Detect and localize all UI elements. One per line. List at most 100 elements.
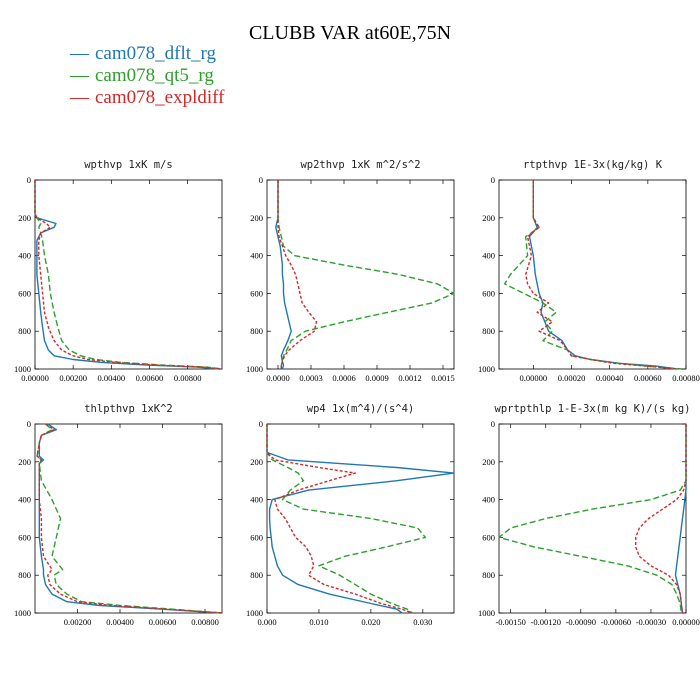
x-tick-label: 0.00400 [106, 617, 134, 627]
y-tick-label: 800 [18, 570, 31, 580]
x-tick-label: 0.010 [309, 617, 328, 627]
legend-entry-qt5: — cam078_qt5_rg [70, 65, 214, 87]
panel-4: thlpthvp 1xK^2 0 200 400 600 800 1000 0.00200 0.… [14, 403, 223, 627]
legend-label: cam078_dflt_rg [95, 43, 217, 64]
series-line-2 [277, 180, 455, 369]
x-tick-label: 0.0009 [365, 373, 388, 383]
x-tick-label: 0.0012 [398, 373, 421, 383]
y-tick-label: 400 [482, 495, 495, 505]
y-tick-label: 400 [18, 251, 31, 261]
y-tick-label: 1000 [246, 608, 263, 618]
plot-frame [34, 179, 223, 370]
series-line-1 [275, 180, 292, 370]
y-tick-label: 1000 [14, 608, 31, 618]
legend-line-icon: — [70, 43, 89, 64]
x-tick-label: 0.00800 [191, 617, 219, 627]
x-tick-label: 0.00020 [558, 373, 586, 383]
y-tick-label: 200 [18, 457, 31, 467]
y-tick-label: 200 [18, 213, 31, 223]
y-tick-label: 800 [250, 570, 263, 580]
plot-frame [498, 423, 687, 614]
series-line-3 [36, 423, 223, 614]
y-tick-label: 800 [250, 326, 263, 336]
x-tick-label: 0.00400 [98, 373, 126, 383]
y-tick-label: 600 [250, 288, 263, 298]
legend-entry-expldiff: — cam078_expldiff [70, 87, 224, 109]
x-tick-label: -0.00150 [495, 617, 525, 627]
y-tick-label: 1000 [478, 608, 495, 618]
y-tick-label: 600 [18, 288, 31, 298]
y-tick-label: 800 [18, 326, 31, 336]
y-tick-label: 600 [482, 288, 495, 298]
y-tick-label: 400 [250, 495, 263, 505]
panel-title: rtpthvp 1E-3x(kg/kg) K [523, 159, 663, 171]
y-tick-label: 1000 [14, 364, 31, 374]
panel-title: wpthvp 1xK m/s [84, 159, 173, 171]
y-tick-label: 200 [250, 213, 263, 223]
x-tick-label: 0.020 [361, 617, 380, 627]
series-line-3 [266, 424, 413, 614]
y-tick-label: 1000 [478, 364, 495, 374]
y-tick-label: 400 [18, 495, 31, 505]
legend-label: cam078_qt5_rg [95, 65, 214, 86]
legend-label: cam078_expldiff [95, 87, 225, 108]
x-tick-label: 0.00800 [174, 373, 202, 383]
series-line-2 [36, 423, 223, 614]
x-tick-label: 0.00060 [634, 373, 662, 383]
panel-title: thlpthvp 1xK^2 [84, 403, 173, 415]
y-tick-label: 800 [482, 570, 495, 580]
legend-line-icon: — [70, 65, 89, 86]
y-tick-label: 0 [259, 175, 263, 185]
plot-frame [498, 179, 687, 370]
x-tick-label: -0.00060 [601, 617, 631, 627]
y-tick-label: 600 [250, 532, 263, 542]
x-tick-label: 0.00000 [672, 617, 700, 627]
x-tick-label: 0.0000 [266, 373, 289, 383]
x-tick-label: 0.0003 [299, 373, 322, 383]
legend-line-icon: — [70, 87, 89, 108]
series-line-1 [266, 424, 455, 614]
series-line-2 [504, 180, 683, 370]
series-line-3 [34, 180, 223, 370]
y-tick-label: 0 [491, 419, 495, 429]
series-line-2 [266, 424, 427, 614]
legend-entry-dflt: — cam078_dflt_rg [70, 43, 216, 65]
x-tick-label: -0.00120 [531, 617, 561, 627]
y-tick-label: 600 [18, 532, 31, 542]
y-tick-label: 200 [250, 457, 263, 467]
y-tick-label: 200 [482, 213, 495, 223]
series-line-1 [34, 180, 221, 370]
series-line-3 [277, 180, 318, 369]
panel-6: wprtpthlp 1-E-3x(m kg K)/(s kg)0 200 400 60… [478, 403, 700, 627]
series-line-3 [635, 424, 687, 614]
y-tick-label: 400 [250, 251, 263, 261]
panel-title: wprtpthlp 1-E-3x(m kg K)/(s kg) [495, 403, 691, 415]
plot-frame [34, 423, 223, 614]
y-tick-label: 800 [482, 326, 495, 336]
x-tick-label: 0.00200 [59, 373, 87, 383]
panel-title: wp4 1x(m^4)/(s^4) [307, 403, 414, 415]
series-line-1 [38, 423, 223, 614]
y-tick-label: 0 [27, 175, 31, 185]
y-tick-label: 600 [482, 532, 495, 542]
x-tick-label: -0.00030 [636, 617, 666, 627]
x-tick-label: 0.00000 [21, 373, 49, 383]
y-tick-label: 1000 [246, 364, 263, 374]
y-tick-label: 200 [482, 457, 495, 467]
x-tick-label: 0.00080 [672, 373, 700, 383]
series-line-1 [528, 180, 677, 370]
series-line-3 [525, 180, 679, 370]
y-tick-label: 0 [27, 419, 31, 429]
x-tick-label: 0.00600 [149, 617, 177, 627]
panel-3: rtpthvp 1E-3x(kg/kg) K 0 200 400 600 800 1000 0… [478, 159, 700, 383]
series-line-2 [34, 180, 223, 370]
y-tick-label: 0 [491, 175, 495, 185]
plot-frame [266, 179, 455, 370]
x-tick-label: 0.030 [413, 617, 432, 627]
panel-title: wp2thvp 1xK m^2/s^2 [300, 159, 420, 171]
x-tick-label: 0.0006 [332, 373, 355, 383]
series-line-2 [498, 424, 687, 614]
